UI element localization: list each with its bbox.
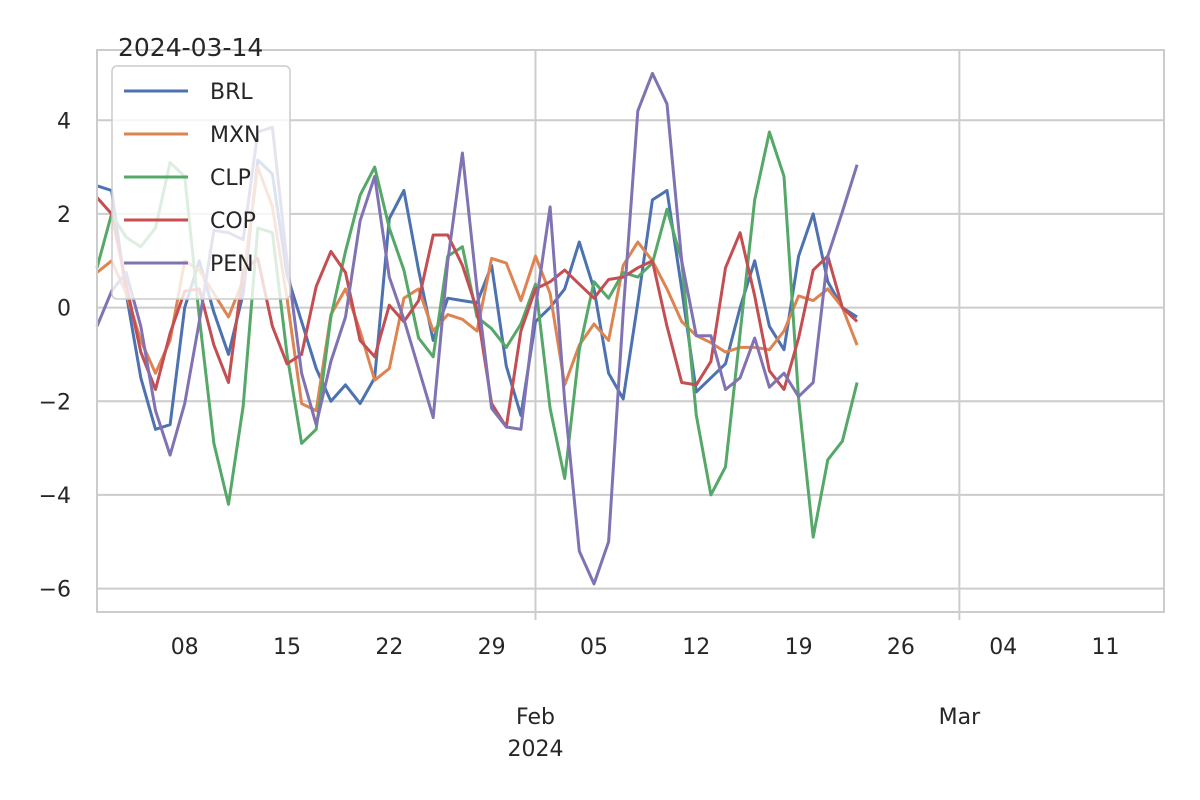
- legend-label: PEN: [210, 252, 254, 277]
- x-tick-label: 29: [478, 635, 506, 660]
- legend-label: MXN: [210, 123, 261, 148]
- y-tick-label: −4: [39, 484, 71, 509]
- x-major-tick-label: Mar: [939, 705, 981, 730]
- x-major-tick-label: Feb: [516, 705, 555, 730]
- x-tick-label: 26: [887, 635, 915, 660]
- plot-frame: [96, 49, 1165, 613]
- y-tick-label: 2: [57, 203, 71, 228]
- x-tick-label: 12: [682, 635, 710, 660]
- x-year-label: 2024: [507, 737, 563, 762]
- legend-label: CLP: [210, 166, 251, 191]
- x-tick-label: 15: [273, 635, 301, 660]
- y-tick-label: 0: [57, 297, 71, 322]
- x-tick-label: 08: [171, 635, 199, 660]
- legend-box: [111, 65, 291, 300]
- y-tick-label: −6: [39, 578, 71, 603]
- legend-label: COP: [210, 209, 256, 234]
- x-tick-label: 05: [580, 635, 608, 660]
- x-tick-label: 19: [785, 635, 813, 660]
- x-tick-label: 22: [375, 635, 403, 660]
- axis-ticks: 4 2 0 −2 −4 −6 Feb 2024 Mar 08 15 22 29 05 12 19 26 04 11: [39, 109, 1120, 762]
- series-line-mxn: [96, 165, 859, 413]
- x-tick-label: 11: [1092, 635, 1120, 660]
- legend-label: BRL: [210, 80, 253, 105]
- chart-title: 2024-03-14: [118, 33, 263, 62]
- legend: BRL MXN CLP COP PEN: [111, 65, 291, 300]
- y-tick-label: 4: [57, 109, 71, 134]
- series-line-cop: [95, 196, 859, 429]
- series-line-brl: [96, 158, 858, 431]
- y-tick-label: −2: [39, 390, 71, 415]
- x-tick-label: 04: [989, 635, 1017, 660]
